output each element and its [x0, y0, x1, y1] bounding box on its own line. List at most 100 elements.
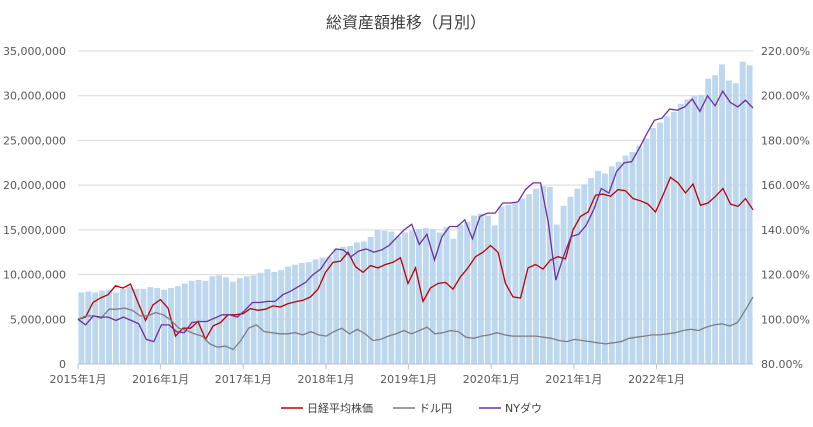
bar: [491, 225, 498, 364]
left-tick-label: 35,000,000: [3, 45, 66, 58]
bar: [230, 281, 236, 364]
bar: [292, 264, 298, 364]
x-tick-label: 2022年1月: [628, 372, 685, 386]
x-tick-label: 2015年1月: [50, 372, 107, 386]
bar: [519, 198, 526, 364]
legend: 日経平均株価 ドル円 NYダウ: [281, 401, 542, 415]
right-tick-label: 200.00%: [761, 90, 810, 103]
bar: [78, 292, 85, 364]
bar: [161, 289, 168, 364]
bar: [608, 166, 615, 364]
bar: [92, 292, 99, 364]
right-tick-label: 80.00%: [761, 358, 803, 371]
bar: [367, 237, 374, 364]
bar: [402, 232, 409, 364]
bar: [567, 196, 574, 364]
bar: [409, 230, 415, 364]
bar: [622, 155, 629, 364]
bar: [477, 213, 484, 364]
bar: [484, 215, 491, 364]
bar: [223, 277, 230, 364]
bar: [436, 232, 443, 364]
bar: [712, 75, 719, 364]
x-tick-label: 2019年1月: [380, 372, 437, 386]
bar: [657, 122, 663, 365]
bar: [140, 288, 147, 364]
bar: [236, 278, 243, 364]
chart-title: 総資産額推移（月別）: [326, 13, 486, 32]
bar: [340, 246, 347, 364]
bar: [147, 287, 154, 364]
bar: [126, 287, 133, 364]
left-tick-label: 15,000,000: [3, 224, 66, 237]
bar: [457, 224, 464, 364]
left-tick-label: 0: [59, 358, 66, 371]
bar: [154, 287, 161, 364]
bar: [174, 286, 181, 364]
bar: [677, 103, 684, 365]
bar: [595, 170, 601, 364]
bar: [719, 64, 725, 365]
bar: [739, 61, 746, 364]
bar-series: [78, 61, 753, 365]
bar: [464, 221, 471, 364]
bar: [533, 188, 539, 364]
line-nydow: [77, 89, 754, 343]
bar: [264, 269, 271, 364]
bar: [347, 245, 354, 364]
bar: [360, 241, 367, 364]
legend-label: 日経平均株価: [307, 401, 373, 415]
bar: [615, 161, 622, 364]
right-tick-label: 160.00%: [761, 179, 810, 192]
bar: [305, 262, 312, 364]
bar: [312, 259, 319, 364]
bar: [133, 288, 140, 364]
right-axis-ticks: 80.00% 100.00% 120.00% 140.00% 160.00% 180.00…: [761, 45, 810, 371]
right-tick-label: 180.00%: [761, 134, 810, 147]
bar: [381, 230, 388, 364]
bar: [416, 228, 422, 364]
bar: [354, 242, 360, 364]
bar: [546, 186, 553, 364]
x-tick-label: 2021年1月: [545, 372, 602, 386]
right-tick-label: 140.00%: [761, 224, 810, 237]
left-tick-label: 30,000,000: [3, 90, 66, 103]
bar: [505, 204, 512, 364]
bar: [271, 271, 278, 364]
bar: [691, 95, 698, 364]
bar: [319, 257, 326, 364]
bar: [526, 194, 533, 364]
bar: [670, 111, 677, 364]
bar: [443, 227, 450, 364]
bar: [650, 127, 657, 364]
bar: [732, 83, 739, 365]
bar: [243, 276, 250, 364]
left-axis-ticks: 0 5,000,000 10,000,000 15,000,000 20,000,000…: [3, 45, 66, 371]
x-tick-label: 2017年1月: [215, 372, 272, 386]
line-usdjpy: [77, 296, 754, 351]
bar: [629, 152, 636, 364]
bar: [181, 283, 188, 364]
bar: [450, 238, 457, 364]
right-tick-label: 120.00%: [761, 269, 810, 282]
x-tick-label: 2018年1月: [297, 372, 354, 386]
left-tick-label: 20,000,000: [3, 179, 66, 192]
x-tick-label: 2016年1月: [132, 372, 189, 386]
bar: [684, 99, 691, 364]
bar: [250, 275, 257, 364]
bar: [257, 272, 264, 364]
left-tick-label: 25,000,000: [3, 134, 66, 147]
x-tick-label: 2020年1月: [463, 372, 520, 386]
bar: [106, 289, 112, 364]
bar: [285, 266, 292, 364]
legend-label: NYダウ: [505, 401, 542, 415]
bar: [326, 256, 333, 364]
bar: [512, 203, 519, 364]
bar: [574, 188, 581, 364]
left-tick-label: 5,000,000: [10, 313, 66, 326]
bar: [374, 229, 381, 364]
right-tick-label: 100.00%: [761, 313, 810, 326]
bar: [643, 138, 650, 364]
bar: [601, 173, 608, 364]
